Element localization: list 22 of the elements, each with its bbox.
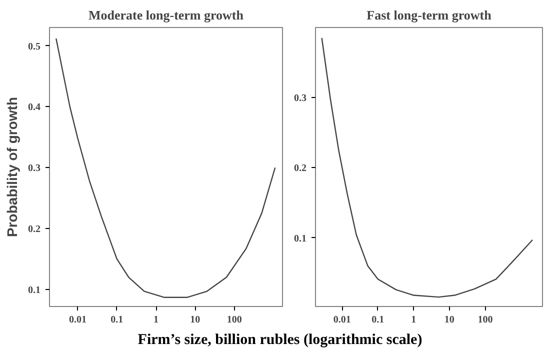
y-tick-label: 0.5 [28,41,40,52]
x-tick-label: 100 [226,314,242,326]
x-axis-title: Firm’s size, billion rubles (logarithmic scale) [138,331,422,350]
x-tick-label: 0.01 [68,314,86,326]
x-tick-label: 0.1 [372,314,384,326]
x-tick-label: 1 [411,314,416,326]
y-tick-label: 0.1 [28,284,40,296]
y-tick-label: 0.1 [294,233,306,244]
y-tick-label: 0.4 [28,102,40,114]
chart-title: Moderate long-term growth [88,8,244,22]
y-tick-label: 0.3 [294,93,306,104]
y-tick-label: 0.2 [294,163,306,174]
chart-title: Fast long-term growth [366,8,492,22]
x-tick-label: 10 [190,314,200,326]
x-tick-label: 10 [444,314,454,326]
y-tick-label: 0.3 [28,163,40,174]
x-tick-label: 0.1 [110,314,124,326]
x-tick-label: 100 [478,314,493,326]
x-tick-label: 0.01 [333,314,351,326]
x-tick-label: 1 [154,314,159,326]
y-axis-title: Probability of growth [4,96,20,237]
y-tick-label: 0.2 [28,224,40,236]
